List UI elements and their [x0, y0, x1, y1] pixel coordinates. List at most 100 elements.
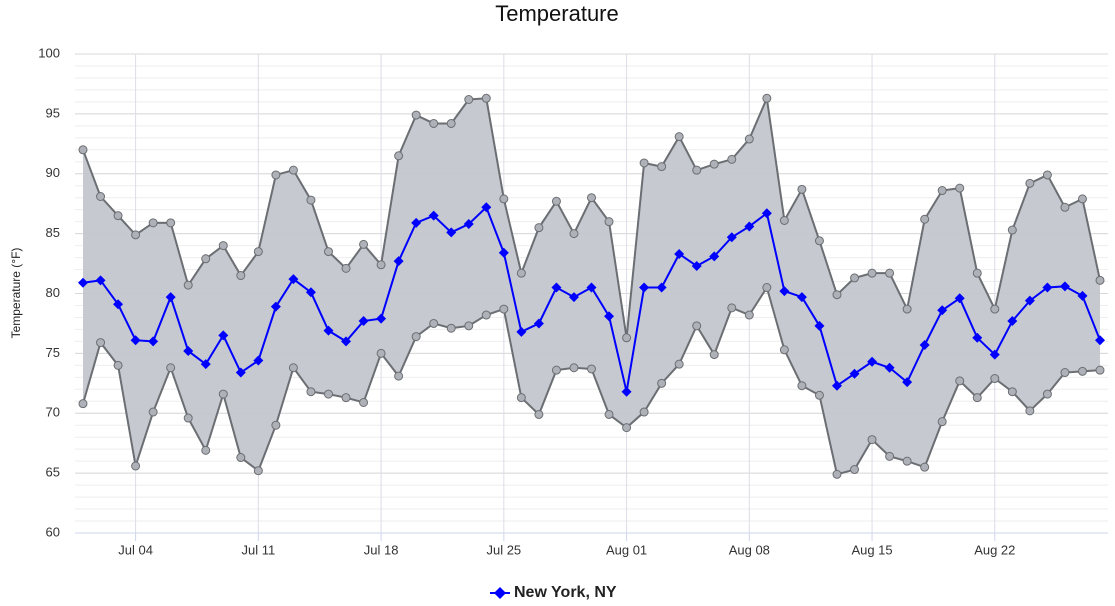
y-tick-label: 100: [38, 45, 60, 60]
range-low-point: [1042, 389, 1052, 399]
series-point: [533, 318, 544, 329]
series-point: [1077, 290, 1088, 301]
series-point: [235, 367, 246, 378]
range-high-point: [253, 247, 263, 257]
range-high-point: [1060, 202, 1070, 212]
series-point: [656, 282, 667, 293]
range-low-point: [499, 304, 509, 314]
range-low-point: [96, 338, 106, 348]
range-low-point: [1007, 387, 1017, 397]
range-high-point: [131, 230, 141, 240]
range-low-point: [288, 363, 298, 373]
x-tick-label: Aug 08: [729, 542, 770, 557]
range-high-point: [674, 132, 684, 142]
range-low-point: [867, 435, 877, 445]
legend-label: New York, NY: [514, 584, 617, 601]
range-low-point: [832, 469, 842, 479]
range-high-point: [902, 304, 912, 314]
range-high-point: [499, 194, 509, 204]
range-low-point: [534, 409, 544, 419]
series-point: [709, 251, 720, 262]
series-point: [481, 202, 492, 213]
range-high-point: [569, 229, 579, 239]
y-tick-label: 70: [46, 405, 60, 420]
range-low-point: [779, 345, 789, 355]
range-high-point: [464, 95, 474, 105]
range-high-point: [955, 183, 965, 193]
range-high-point: [850, 273, 860, 283]
range-low-point: [762, 283, 772, 293]
range-high-point: [271, 170, 281, 180]
range-low-point: [674, 359, 684, 369]
y-tick-label: 60: [46, 524, 60, 539]
range-high-point: [96, 192, 106, 202]
range-low-point: [481, 310, 491, 320]
series-point: [288, 274, 299, 285]
range-high-point: [376, 260, 386, 270]
series-point: [358, 316, 369, 327]
series-point: [218, 330, 229, 341]
range-low-point: [323, 389, 333, 399]
range-high-point: [218, 241, 228, 251]
x-tick-label: Jul 11: [241, 542, 275, 557]
range-high-point: [1007, 225, 1017, 235]
range-low-point: [902, 456, 912, 466]
series-point: [165, 292, 176, 303]
series-point: [867, 356, 878, 367]
x-tick-label: Aug 01: [606, 542, 647, 557]
range-high-point: [1095, 275, 1105, 285]
series-point: [849, 368, 860, 379]
range-high-point: [288, 165, 298, 175]
range-high-point: [551, 196, 561, 206]
range-low-point: [446, 323, 456, 333]
range-low-point: [692, 321, 702, 331]
y-tick-label: 65: [46, 465, 60, 480]
range-low-point: [218, 389, 228, 399]
y-tick-label: 85: [46, 225, 60, 240]
x-tick-label: Aug 22: [974, 542, 1015, 557]
range-low-point: [166, 363, 176, 373]
range-high-point: [885, 268, 895, 278]
series-point: [78, 277, 88, 288]
range-low-point: [359, 397, 369, 407]
series-point: [691, 260, 702, 271]
series-point: [639, 282, 650, 293]
range-low-point: [587, 364, 596, 374]
series-point: [604, 311, 615, 322]
series-point: [972, 332, 983, 343]
range-low-point: [201, 445, 211, 455]
series-point: [726, 232, 737, 243]
range-low-point: [885, 451, 895, 461]
range-high-point: [622, 333, 632, 343]
series-point: [270, 301, 281, 312]
range-high-point: [972, 268, 982, 278]
series-point: [516, 326, 527, 337]
range-low-point: [113, 360, 123, 370]
range-low-point: [271, 420, 281, 430]
range-low-point: [639, 407, 649, 417]
range-high-point: [411, 110, 421, 120]
range-low-point: [183, 413, 193, 423]
series-point: [674, 248, 685, 259]
range-high-point: [920, 214, 930, 224]
range-high-point: [779, 215, 789, 225]
range-high-point: [148, 218, 158, 228]
range-low-point: [850, 465, 860, 475]
range-high-point: [604, 217, 614, 227]
range-low-point: [744, 310, 754, 320]
series-point: [183, 345, 194, 356]
range-high-point: [516, 268, 526, 278]
series-point: [428, 210, 439, 221]
series-point: [341, 336, 352, 347]
range-low-point: [1077, 366, 1087, 376]
series-point: [305, 287, 316, 298]
series-point: [376, 313, 387, 324]
range-high-point: [323, 247, 333, 257]
chart-title: Temperature: [495, 1, 619, 26]
series-point: [1007, 316, 1018, 327]
series-point: [814, 320, 825, 331]
series-point: [568, 292, 579, 303]
range-low-point: [429, 318, 439, 328]
series-point: [884, 362, 895, 373]
